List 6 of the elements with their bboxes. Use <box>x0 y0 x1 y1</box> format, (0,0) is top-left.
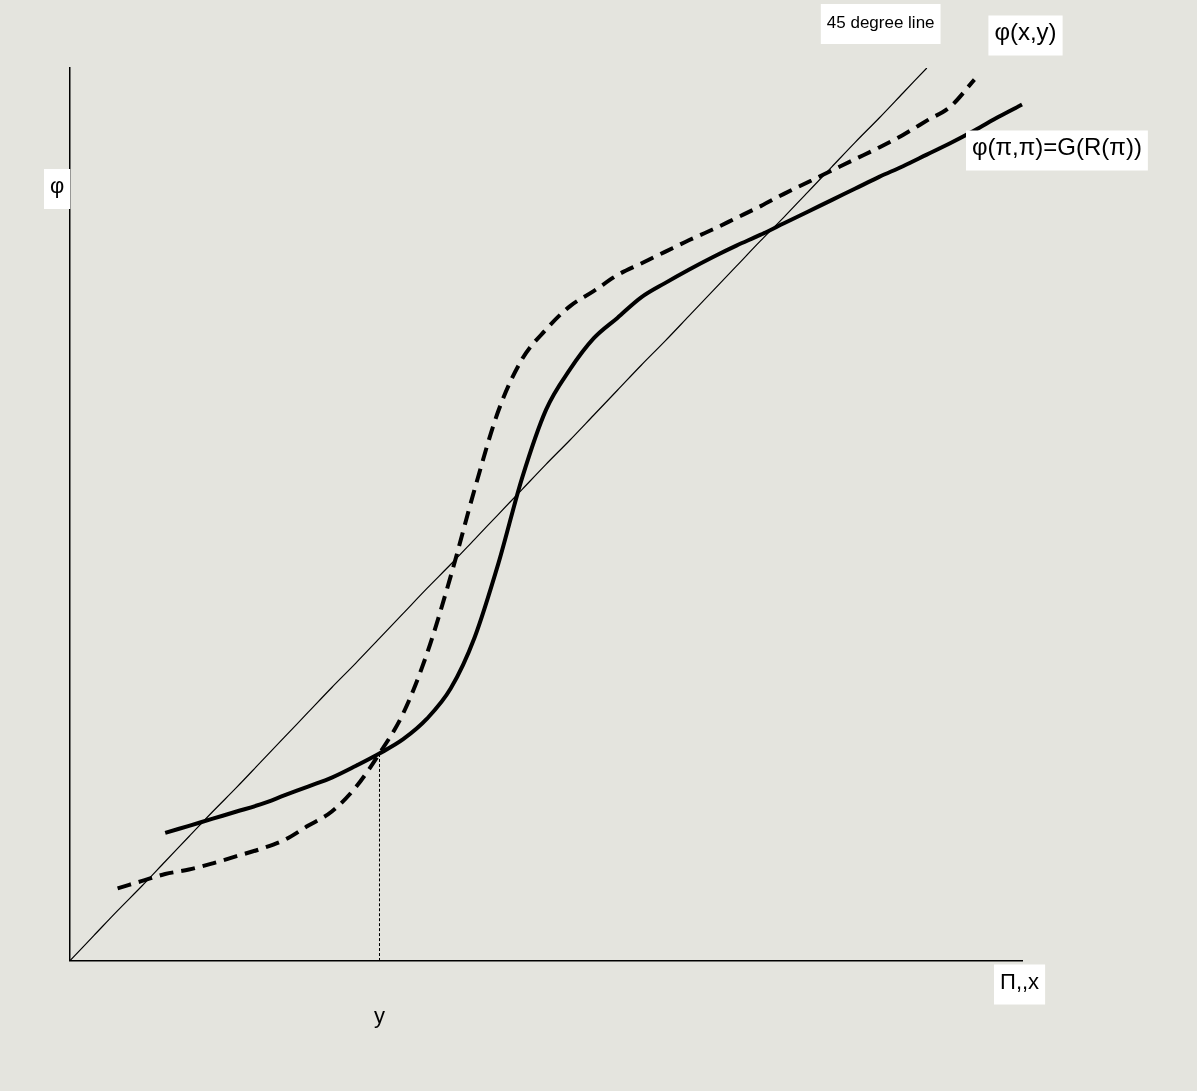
y-axis-title: φ <box>50 172 65 198</box>
x-axis-title: Π,,x <box>1000 968 1040 994</box>
text: y <box>373 1002 385 1028</box>
series-label: φ(π,π)=G(R(π)) <box>972 132 1142 160</box>
series-label: φ(x,y) <box>994 17 1057 45</box>
text: 45 degree line <box>826 13 935 32</box>
